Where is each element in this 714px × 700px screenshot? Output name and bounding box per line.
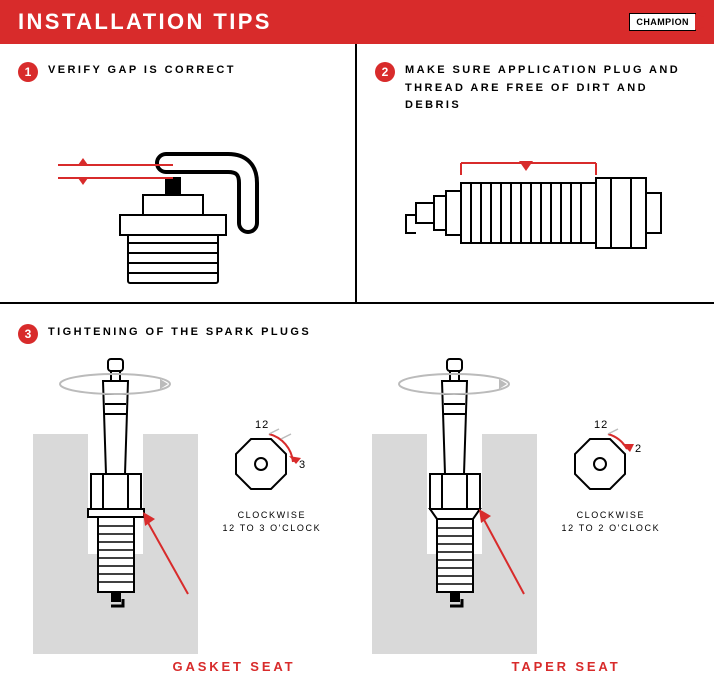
step-2-header: 2 MAKE SURE APPLICATION PLUG AND THREAD … (375, 62, 696, 115)
panel-step-2: 2 MAKE SURE APPLICATION PLUG AND THREAD … (357, 44, 714, 302)
step-2-text: MAKE SURE APPLICATION PLUG AND THREAD AR… (405, 62, 696, 115)
step-1-header: 1 VERIFY GAP IS CORRECT (18, 62, 337, 82)
tightening-diagrams: 12 3 CLOCKWISE 12 TO 3 O'CLOCK GASKET SE… (18, 354, 696, 674)
step-2-badge: 2 (375, 62, 395, 82)
clock-12-label: 12 (255, 419, 269, 431)
clock-2-label: 2 (635, 443, 642, 455)
top-row: 1 VERIFY GAP IS CORRECT (0, 44, 714, 304)
taper-seat-block: 12 2 CLOCKWISE 12 TO 2 O'CLOCK TAPER SEA… (362, 354, 692, 674)
clock-3-label: 3 (299, 459, 306, 471)
gasket-seat-label: GASKET SEAT (173, 659, 296, 674)
gasket-range: 12 TO 3 O'CLOCK (223, 522, 322, 535)
step-1-text: VERIFY GAP IS CORRECT (48, 62, 236, 80)
page-title: INSTALLATION TIPS (18, 9, 272, 35)
gasket-clock-caption: CLOCKWISE 12 TO 3 O'CLOCK (223, 509, 322, 534)
gasket-seat-block: 12 3 CLOCKWISE 12 TO 3 O'CLOCK GASKET SE… (23, 354, 353, 674)
gasket-clockwise: CLOCKWISE (223, 509, 322, 522)
taper-range: 12 TO 2 O'CLOCK (562, 522, 661, 535)
panel-step-3: 3 TIGHTENING OF THE SPARK PLUGS (0, 304, 714, 698)
taper-clock-caption: CLOCKWISE 12 TO 2 O'CLOCK (562, 509, 661, 534)
header-bar: INSTALLATION TIPS CHAMPION (0, 0, 714, 44)
step-2-diagram (357, 114, 714, 302)
taper-clockwise: CLOCKWISE (562, 509, 661, 522)
brand-badge: CHAMPION (629, 13, 696, 31)
step-3-badge: 3 (18, 324, 38, 344)
clock-12-label-r: 12 (594, 419, 608, 431)
gap-diagram-svg (38, 123, 318, 293)
taper-seat-label: TAPER SEAT (512, 659, 621, 674)
taper-plug-svg: 12 2 (362, 354, 692, 654)
step-1-badge: 1 (18, 62, 38, 82)
step-3-header: 3 TIGHTENING OF THE SPARK PLUGS (18, 324, 696, 344)
step-1-diagram (0, 114, 355, 302)
panel-step-1: 1 VERIFY GAP IS CORRECT (0, 44, 357, 302)
step-3-text: TIGHTENING OF THE SPARK PLUGS (48, 324, 311, 342)
thread-diagram-svg (386, 133, 686, 283)
gasket-plug-svg: 12 3 (23, 354, 353, 654)
